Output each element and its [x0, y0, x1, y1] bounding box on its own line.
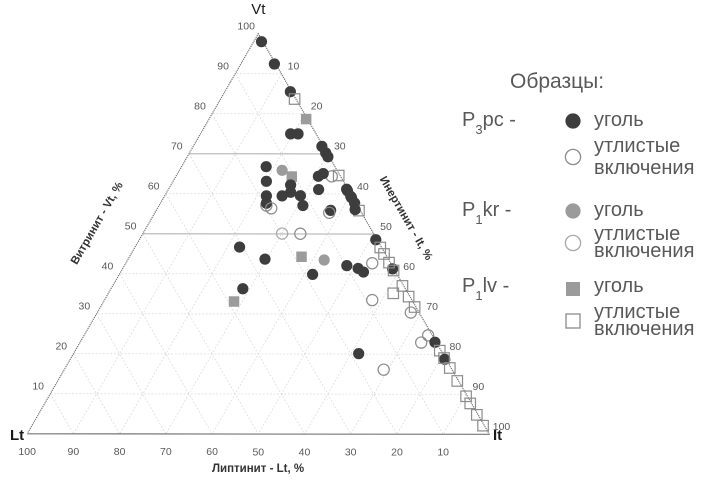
svg-text:50: 50 — [380, 221, 392, 233]
svg-text:P1kr -: P1kr - — [462, 199, 511, 227]
svg-text:10: 10 — [437, 446, 449, 458]
svg-text:Vt: Vt — [251, 1, 266, 18]
svg-text:60: 60 — [206, 446, 218, 458]
svg-text:включения: включения — [594, 240, 694, 262]
svg-text:80: 80 — [194, 101, 206, 113]
svg-text:50: 50 — [125, 221, 137, 233]
svg-text:100: 100 — [237, 21, 255, 33]
svg-text:включения: включения — [594, 157, 694, 179]
svg-text:включения: включения — [594, 318, 694, 340]
svg-text:P3pc -: P3pc - — [462, 109, 516, 137]
svg-text:80: 80 — [449, 341, 461, 353]
svg-text:80: 80 — [114, 446, 126, 458]
svg-text:10: 10 — [288, 61, 300, 73]
svg-text:70: 70 — [171, 141, 183, 153]
svg-text:Lt: Lt — [10, 427, 24, 444]
svg-text:20: 20 — [311, 101, 323, 113]
svg-text:90: 90 — [473, 381, 485, 393]
svg-text:60: 60 — [403, 261, 415, 273]
svg-text:20: 20 — [391, 446, 403, 458]
svg-text:уголь: уголь — [594, 199, 644, 221]
svg-text:50: 50 — [252, 446, 264, 458]
svg-text:90: 90 — [217, 61, 229, 73]
svg-text:40: 40 — [357, 181, 369, 193]
svg-text:90: 90 — [68, 446, 80, 458]
svg-text:70: 70 — [160, 446, 172, 458]
svg-text:уголь: уголь — [594, 109, 644, 131]
svg-text:100: 100 — [18, 446, 36, 458]
svg-text:40: 40 — [299, 446, 311, 458]
svg-text:30: 30 — [345, 446, 357, 458]
svg-text:40: 40 — [102, 261, 114, 273]
svg-text:Витринит - Vt, %: Витринит - Vt, % — [69, 180, 126, 267]
svg-text:уголь: уголь — [594, 275, 644, 297]
svg-text:30: 30 — [79, 301, 91, 313]
svg-text:Липтинит - Lt, %: Липтинит - Lt, % — [212, 463, 304, 475]
svg-text:30: 30 — [334, 141, 346, 153]
svg-text:It: It — [493, 427, 502, 444]
svg-text:утлистые: утлистые — [594, 135, 680, 157]
svg-text:70: 70 — [426, 301, 438, 313]
svg-text:20: 20 — [55, 341, 67, 353]
svg-text:P1lv -: P1lv - — [462, 275, 509, 303]
svg-text:10: 10 — [32, 381, 44, 393]
svg-text:60: 60 — [148, 181, 160, 193]
svg-text:Образцы:: Образцы: — [510, 70, 604, 93]
